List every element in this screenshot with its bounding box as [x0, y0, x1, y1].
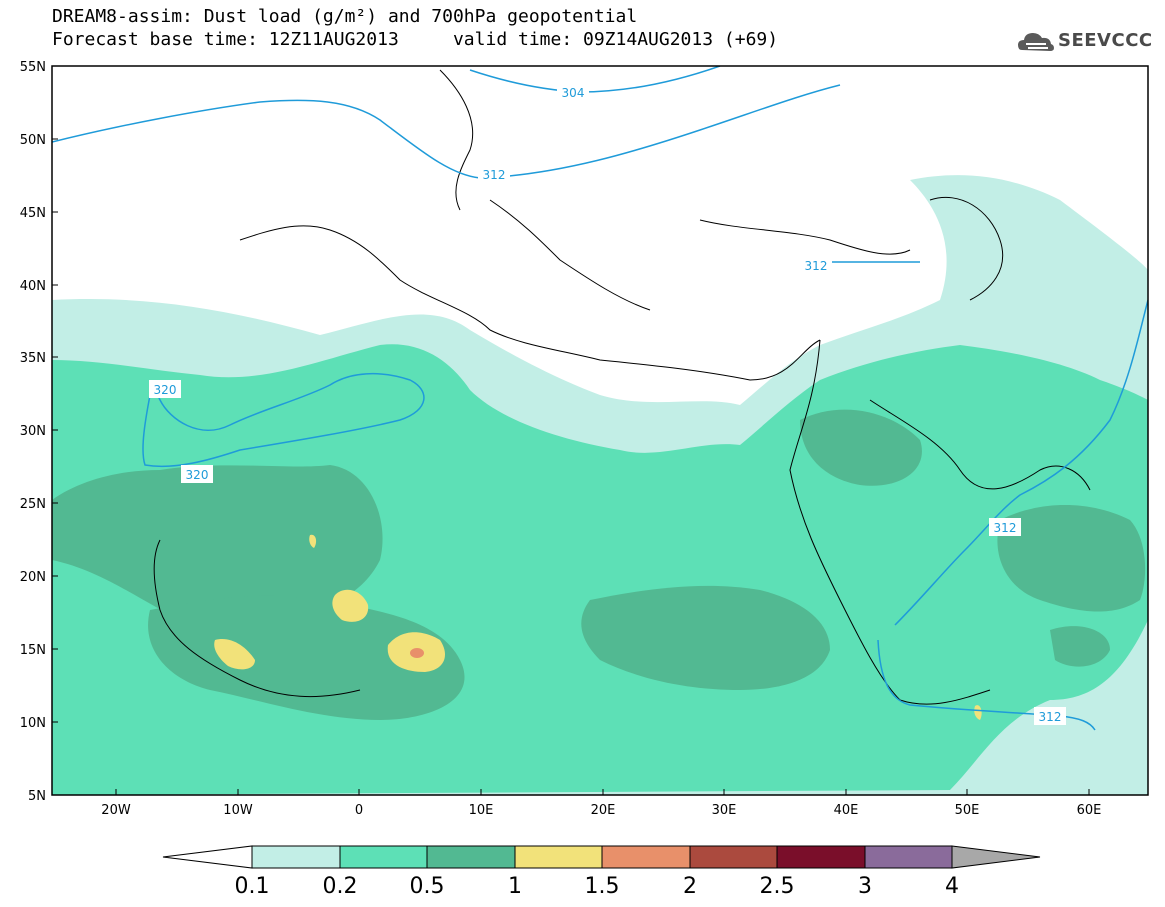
lon-label: 10E: [469, 803, 494, 818]
contour-label: 312: [805, 259, 828, 273]
lat-label: 20N: [20, 570, 46, 585]
colorbar-label: 2.5: [760, 874, 795, 899]
contour-labels: 304 312 312 320 320 312 312: [149, 83, 1066, 725]
contour-label: 312: [1039, 710, 1062, 724]
lon-label: 20W: [101, 803, 131, 818]
contour-label: 320: [186, 468, 209, 482]
dust-level-1: [214, 639, 255, 670]
lat-label: 45N: [20, 206, 46, 221]
colorbar-swatch: [514, 845, 603, 869]
map-subtitle: Forecast base time: 12Z11AUG2013 valid t…: [52, 29, 779, 50]
colorbar-label: 1.5: [585, 874, 620, 899]
contour-label: 312: [483, 168, 506, 182]
dust-level-05: [52, 465, 383, 632]
lat-label: 50N: [20, 133, 46, 148]
lat-label: 15N: [20, 643, 46, 658]
lat-label: 55N: [20, 60, 46, 75]
dust-level-1: [309, 534, 317, 548]
lon-label: 0: [355, 803, 363, 818]
dust-level-15: [410, 648, 424, 658]
dust-level-1: [332, 589, 369, 622]
lat-label: 30N: [20, 424, 46, 439]
colorbar-swatch: [689, 845, 778, 869]
dust-level-05: [581, 585, 830, 690]
colorbar-label: 0.5: [410, 874, 445, 899]
colorbar-label: 4: [945, 874, 959, 899]
map-title: DREAM8-assim: Dust load (g/m²) and 700hP…: [52, 6, 638, 27]
lat-label: 35N: [20, 351, 46, 366]
colorbar-swatch: [601, 845, 691, 869]
lon-label: 20E: [591, 803, 616, 818]
lon-label: 50E: [955, 803, 980, 818]
colorbar-swatch: [339, 845, 428, 869]
colorbar: [162, 845, 1041, 869]
colorbar-label: 0.1: [235, 874, 270, 899]
colorbar-label: 0.2: [323, 874, 358, 899]
contour-label: 320: [154, 383, 177, 397]
contour-label: 312: [994, 521, 1017, 535]
lat-label: 25N: [20, 497, 46, 512]
dust-level-05: [997, 505, 1146, 612]
lat-label: 5N: [28, 789, 46, 804]
dust-level-05: [800, 409, 922, 486]
dust-level-1: [974, 705, 982, 720]
colorbar-over: [951, 845, 1041, 869]
lon-label: 40E: [834, 803, 859, 818]
cloud-icon: [1018, 33, 1054, 51]
lon-label: 10W: [223, 803, 253, 818]
colorbar-swatch: [776, 845, 866, 869]
colorbar-swatch: [251, 845, 341, 869]
dust-level-05: [148, 595, 465, 720]
lat-axis: 55N 50N 45N 40N 35N 30N 25N 20N 15N 10N …: [20, 60, 58, 804]
colorbar-under: [162, 845, 253, 869]
colorbar-label: 1: [508, 874, 522, 899]
lat-label: 10N: [20, 716, 46, 731]
dust-level-05: [1050, 626, 1110, 667]
lon-label: 30E: [712, 803, 737, 818]
lat-label: 40N: [20, 279, 46, 294]
lon-axis: 20W 10W 0 10E 20E 30E 40E 50E 60E: [101, 789, 1101, 818]
contour-label: 304: [562, 86, 585, 100]
colorbar-swatch: [864, 845, 953, 869]
seevccc-logo: SEEVCCC: [1058, 30, 1153, 51]
colorbar-label: 3: [858, 874, 872, 899]
dust-fields: [52, 66, 1148, 795]
colorbar-labels: 0.1 0.2 0.5 1 1.5 2 2.5 3 4: [235, 874, 960, 899]
colorbar-label: 2: [683, 874, 697, 899]
coastlines: [153, 69, 1091, 705]
colorbar-swatch: [426, 845, 516, 869]
lon-label: 60E: [1077, 803, 1102, 818]
